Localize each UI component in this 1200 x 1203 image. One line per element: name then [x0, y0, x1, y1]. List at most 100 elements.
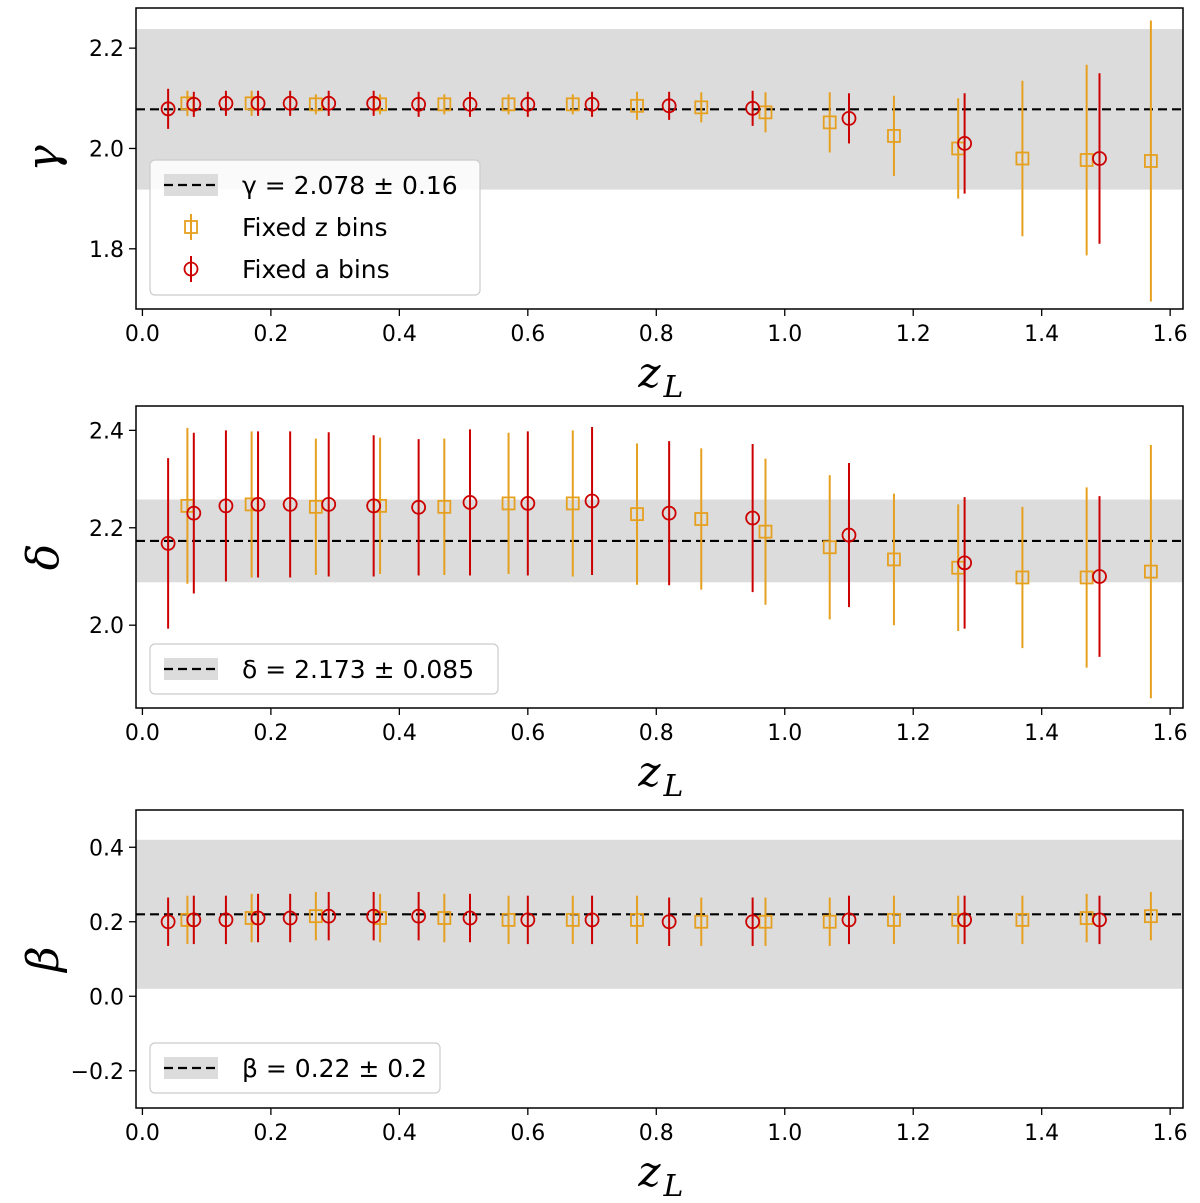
data-point — [1143, 154, 1158, 168]
data-point — [366, 95, 382, 111]
y-axis-label: δ — [18, 544, 69, 571]
data-point — [841, 912, 857, 928]
data-point — [584, 912, 600, 928]
data-point — [520, 96, 536, 112]
x-axis-label: z — [637, 747, 661, 796]
y-axis-label: β — [18, 946, 69, 973]
x-tick-label: 1.4 — [1024, 721, 1059, 746]
plot-area — [136, 839, 1183, 989]
x-tick-label: 1.2 — [896, 322, 931, 347]
data-point — [1015, 912, 1030, 927]
y-tick-label: −0.2 — [71, 1060, 124, 1085]
legend-box — [149, 1042, 441, 1094]
data-point — [411, 96, 427, 112]
axes-frame — [135, 405, 1184, 709]
legend-marker — [183, 261, 199, 277]
data-point — [745, 510, 761, 526]
data-point — [957, 555, 973, 571]
data-point — [520, 496, 536, 511]
data-point — [1092, 912, 1107, 928]
data-point — [1015, 151, 1030, 166]
data-point — [321, 95, 337, 111]
x-tick-label: 0.6 — [510, 721, 545, 746]
data-point — [250, 95, 266, 111]
data-point — [437, 911, 452, 925]
series-fixed-a-bins — [160, 891, 1107, 946]
x-tick-label: 1.0 — [767, 721, 802, 746]
x-tick-label: 0.0 — [125, 721, 160, 746]
y-tick-label: 0.4 — [89, 836, 124, 861]
x-tick-label: 1.2 — [896, 721, 931, 746]
x-tick-label: 0.6 — [510, 1121, 545, 1146]
data-point — [501, 496, 516, 511]
data-point — [218, 95, 234, 111]
data-point — [462, 910, 478, 926]
data-point — [887, 129, 901, 143]
data-point — [694, 512, 709, 526]
x-tick-label: 1.0 — [767, 322, 802, 347]
data-point — [584, 96, 600, 112]
data-point — [887, 552, 901, 567]
data-point — [841, 527, 857, 543]
x-tick-label: 1.6 — [1153, 1121, 1188, 1146]
data-point — [160, 101, 176, 117]
data-point — [501, 912, 516, 927]
x-tick-label: 1.0 — [767, 1121, 802, 1146]
data-point — [630, 912, 644, 927]
y-tick-label: 2.4 — [89, 419, 124, 444]
x-tick-label: 0.8 — [639, 322, 674, 347]
data-point — [218, 498, 234, 514]
data-point — [694, 100, 709, 115]
data-point — [957, 136, 973, 151]
x-tick-label: 0.2 — [253, 1121, 288, 1146]
data-point — [437, 499, 452, 514]
data-point — [584, 493, 600, 509]
legend-band-swatch — [164, 174, 218, 196]
x-axis-label-subscript: L — [663, 1169, 684, 1203]
x-axis-label: z — [637, 348, 661, 397]
legend-band-swatch — [164, 658, 218, 680]
x-tick-label: 1.6 — [1153, 322, 1188, 347]
data-point — [282, 496, 298, 512]
data-point — [282, 910, 298, 926]
data-point — [366, 908, 382, 924]
data-point — [411, 499, 427, 515]
x-tick-label: 1.4 — [1024, 1121, 1059, 1146]
legend-label: δ = 2.173 ± 0.085 — [242, 655, 474, 684]
legend-label: β = 0.22 ± 0.2 — [242, 1054, 427, 1083]
x-tick-label: 0.4 — [382, 322, 417, 347]
x-tick-label: 0.6 — [510, 322, 545, 347]
legend-marker — [184, 220, 198, 234]
series-fixed-a-bins — [160, 426, 1107, 657]
data-point — [250, 496, 266, 512]
data-point — [565, 912, 580, 927]
x-tick-label: 1.6 — [1153, 721, 1188, 746]
x-tick-label: 0.8 — [639, 1121, 674, 1146]
data-point — [160, 914, 176, 930]
axes-frame — [135, 809, 1184, 1109]
data-point — [694, 914, 709, 929]
legend-band-swatch — [164, 1057, 218, 1079]
series-fixed-z-bins — [180, 427, 1158, 699]
x-axis-label: z — [637, 1147, 661, 1196]
data-point — [822, 115, 837, 130]
data-point — [822, 540, 837, 555]
x-tick-label: 0.4 — [382, 1121, 417, 1146]
panel-delta: 0.0 0.2 0.4 0.6 0.8 1.0 1.2 1.4 1.6 2.0 2.2 2.4 z Lδ δ… — [18, 405, 1188, 804]
data-point — [745, 100, 761, 116]
legend-box — [149, 159, 481, 296]
data-point — [462, 495, 478, 510]
y-tick-label: 2.2 — [89, 37, 124, 62]
data-point — [957, 912, 973, 928]
y-axis-label: γ — [18, 145, 69, 172]
data-point — [366, 498, 382, 514]
x-tick-label: 0.0 — [125, 1121, 160, 1146]
legend-label: Fixed a bins — [242, 255, 390, 284]
data-point — [565, 496, 580, 511]
series-fixed-a-bins — [160, 73, 1107, 244]
data-point — [186, 912, 202, 928]
data-point — [822, 914, 837, 929]
data-point — [1092, 151, 1107, 166]
data-point — [661, 505, 677, 521]
data-point — [501, 97, 516, 112]
